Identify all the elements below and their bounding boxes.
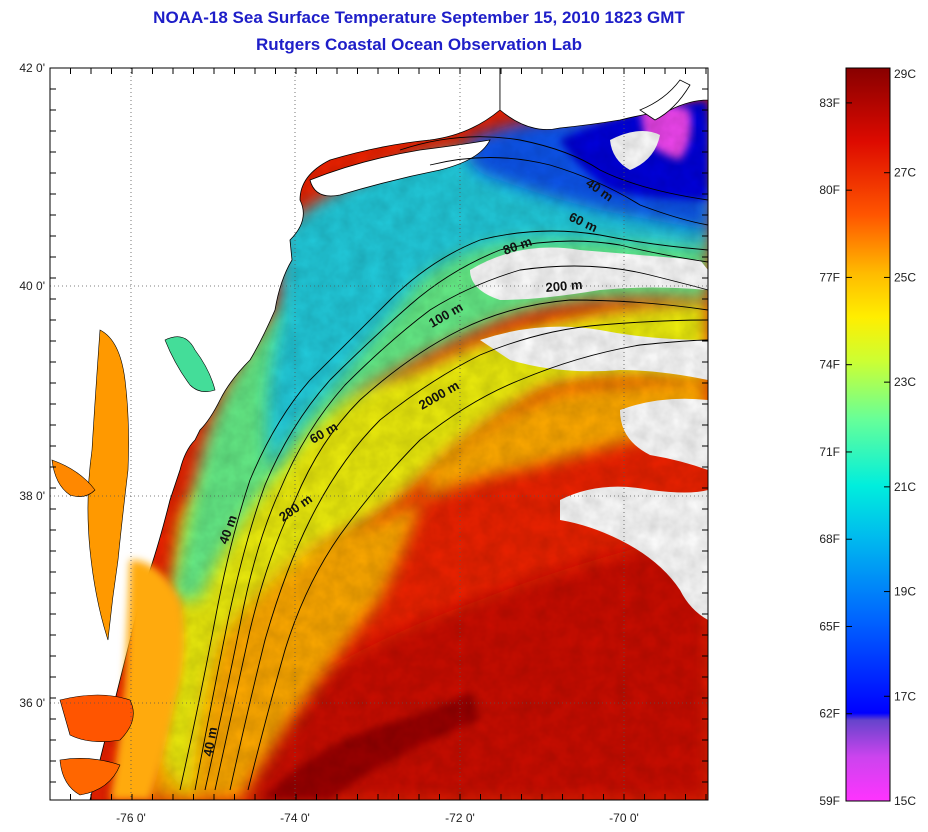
fahrenheit-label: 62F bbox=[819, 707, 840, 721]
lon-label: -76 0' bbox=[116, 811, 146, 825]
temperature-colorbar: 29C 27C 25C 23C 21C 19C 17C 15C 83F 80F 77F 74F 71F 6… bbox=[819, 67, 916, 808]
lat-label: 36 0' bbox=[19, 696, 45, 710]
celsius-label: 17C bbox=[894, 689, 916, 703]
lon-label: -72 0' bbox=[445, 811, 475, 825]
fahrenheit-label: 83F bbox=[819, 96, 840, 110]
map-title: NOAA-18 Sea Surface Temperature Septembe… bbox=[153, 8, 685, 27]
fahrenheit-label: 74F bbox=[819, 358, 840, 372]
fahrenheit-label: 77F bbox=[819, 270, 840, 284]
celsius-label: 25C bbox=[894, 270, 916, 284]
celsius-label: 21C bbox=[894, 480, 916, 494]
colorbar-gradient bbox=[845, 67, 891, 802]
fahrenheit-label: 80F bbox=[819, 183, 840, 197]
contour-label: 40 m bbox=[200, 726, 220, 758]
lat-label: 38 0' bbox=[19, 489, 45, 503]
lat-label: 42 0' bbox=[19, 61, 45, 75]
graticule bbox=[50, 68, 708, 800]
fahrenheit-label: 71F bbox=[819, 445, 840, 459]
lon-label: -70 0' bbox=[609, 811, 639, 825]
fahrenheit-label: 68F bbox=[819, 532, 840, 546]
longitude-labels: -76 0' -74 0' -72 0' -70 0' bbox=[116, 811, 639, 825]
map-plot-area: 40 m 60 m 80 m 200 m 100 m 2000 m 60 m 2… bbox=[50, 68, 708, 800]
fahrenheit-label: 59F bbox=[819, 794, 840, 808]
lat-label: 40 0' bbox=[19, 279, 45, 293]
celsius-label: 27C bbox=[894, 166, 916, 180]
celsius-label: 29C bbox=[894, 67, 916, 81]
celsius-label: 23C bbox=[894, 375, 916, 389]
axis-ticks bbox=[49, 67, 708, 800]
celsius-label: 15C bbox=[894, 794, 916, 808]
lon-label: -74 0' bbox=[280, 811, 310, 825]
map-subtitle: Rutgers Coastal Ocean Observation Lab bbox=[256, 35, 582, 54]
contour-label: 200 m bbox=[545, 277, 583, 295]
latitude-labels: 42 0' 40 0' 38 0' 36 0' bbox=[19, 61, 45, 710]
landmass bbox=[50, 68, 708, 800]
map-frame bbox=[49, 67, 709, 801]
fahrenheit-label: 65F bbox=[819, 619, 840, 633]
celsius-label: 19C bbox=[894, 585, 916, 599]
bathymetry-contours bbox=[179, 136, 708, 791]
